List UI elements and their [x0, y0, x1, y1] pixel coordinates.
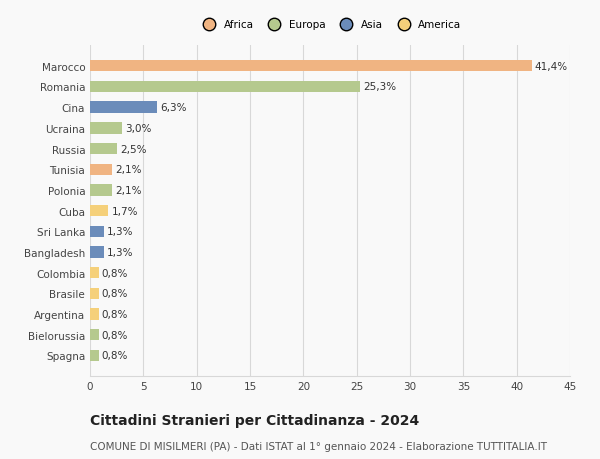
Bar: [90, 82, 360, 93]
Text: 2,5%: 2,5%: [120, 144, 146, 154]
Legend: Africa, Europa, Asia, America: Africa, Europa, Asia, America: [196, 18, 464, 32]
Text: 2,1%: 2,1%: [116, 165, 142, 175]
Text: 0,8%: 0,8%: [102, 268, 128, 278]
Text: 2,1%: 2,1%: [116, 185, 142, 196]
Bar: [90, 288, 98, 299]
Text: 0,8%: 0,8%: [102, 289, 128, 299]
Text: 3,0%: 3,0%: [125, 123, 152, 134]
Bar: [90, 330, 98, 341]
Bar: [90, 247, 104, 258]
Bar: [90, 185, 112, 196]
Text: 1,3%: 1,3%: [107, 227, 134, 237]
Text: 0,8%: 0,8%: [102, 351, 128, 361]
Bar: [90, 268, 98, 279]
Bar: [90, 123, 122, 134]
Bar: [90, 102, 157, 113]
Text: 1,7%: 1,7%: [112, 206, 138, 216]
Text: 0,8%: 0,8%: [102, 309, 128, 319]
Bar: [90, 206, 108, 217]
Bar: [90, 61, 532, 72]
Text: 6,3%: 6,3%: [160, 103, 187, 113]
Text: Cittadini Stranieri per Cittadinanza - 2024: Cittadini Stranieri per Cittadinanza - 2…: [90, 413, 419, 427]
Text: 25,3%: 25,3%: [363, 82, 396, 92]
Text: COMUNE DI MISILMERI (PA) - Dati ISTAT al 1° gennaio 2024 - Elaborazione TUTTITAL: COMUNE DI MISILMERI (PA) - Dati ISTAT al…: [90, 441, 547, 451]
Bar: [90, 144, 116, 155]
Text: 1,3%: 1,3%: [107, 247, 134, 257]
Text: 0,8%: 0,8%: [102, 330, 128, 340]
Bar: [90, 226, 104, 237]
Text: 41,4%: 41,4%: [535, 62, 568, 72]
Bar: [90, 309, 98, 320]
Bar: [90, 350, 98, 361]
Bar: [90, 164, 112, 175]
